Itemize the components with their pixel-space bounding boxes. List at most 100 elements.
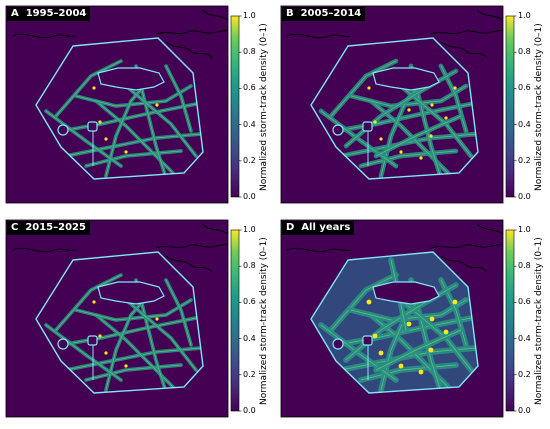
- colorbar-tick-label: 0.6: [518, 297, 531, 307]
- region-exclusion: [372, 281, 440, 305]
- panel-period: 1995–2004: [25, 8, 87, 19]
- colorbar-tick-label: 0.8: [243, 47, 256, 57]
- region-outline: [310, 37, 479, 180]
- colorbar-label: Normalized storm-track density (0–1): [534, 237, 544, 405]
- colorbar: [505, 15, 515, 198]
- colorbar-label: Normalized storm-track density (0–1): [534, 23, 544, 191]
- density-hotspot: [98, 334, 102, 338]
- panel-a: 1.0 0.8 0.6 0.4 0.2 0.0 Normalized storm-track…: [0, 0, 275, 214]
- storm-track: [55, 60, 122, 117]
- colorbar-tick-label: 1.0: [518, 225, 531, 234]
- density-hotspot: [418, 369, 424, 375]
- colorbar-tick-label: 0.8: [518, 261, 531, 271]
- density-hotspot: [373, 120, 377, 124]
- colorbar-tick-label: 0.0: [518, 192, 531, 201]
- storm-track: [165, 279, 192, 346]
- colorbar-tick-label: 0.4: [518, 119, 531, 129]
- density-hotspot: [453, 86, 457, 90]
- storm-track: [55, 274, 122, 331]
- density-hotspot: [379, 137, 383, 141]
- coastline: [11, 9, 229, 59]
- storm-track: [320, 110, 397, 167]
- colorbar-label: Normalized storm-track density (0–1): [259, 237, 269, 405]
- panel-map-svg: [5, 5, 242, 204]
- storm-track: [360, 364, 457, 381]
- density-hotspot: [452, 299, 458, 305]
- coastline: [11, 223, 229, 273]
- colorbar-tick-label: 0.4: [243, 119, 256, 129]
- colorbar-tick-label: 0.6: [518, 83, 531, 93]
- inset-box: [362, 121, 373, 132]
- panel-map-svg: [280, 219, 517, 418]
- region-exclusion: [97, 67, 165, 91]
- colorbar-tick-label: 1.0: [243, 11, 256, 20]
- panel-title: C 2015–2025: [7, 221, 90, 235]
- storm-track: [85, 364, 182, 381]
- map-layer: [286, 9, 504, 180]
- storm-track: [125, 85, 197, 157]
- panel-period: 2005–2014: [300, 8, 362, 19]
- colorbar-tick-label: 0.2: [243, 155, 256, 165]
- density-hotspot: [430, 103, 434, 107]
- coastline: [286, 223, 504, 273]
- storm-track: [360, 150, 457, 167]
- storm-track: [375, 329, 462, 371]
- storm-track: [95, 100, 177, 177]
- density-hotspot: [366, 299, 372, 305]
- storm-track: [45, 324, 122, 381]
- colorbar-tick-label: 1.0: [243, 225, 256, 234]
- region-outline: [35, 37, 204, 180]
- colorbar-tick-label: 0.0: [518, 406, 531, 415]
- panel-d: 1.0 0.8 0.6 0.4 0.2 0.0 Normalized storm-track…: [275, 214, 550, 428]
- density-hotspot: [444, 116, 448, 120]
- panel-title: B 2005–2014: [282, 7, 366, 21]
- storm-track: [125, 299, 197, 371]
- panel-letter: A: [11, 8, 19, 19]
- density-hotspot: [124, 150, 128, 154]
- colorbar: [505, 229, 515, 412]
- map-layer: [11, 9, 229, 180]
- density-hotspot: [372, 333, 378, 339]
- panel-letter: D: [286, 222, 295, 233]
- panel-letter: C: [11, 222, 19, 233]
- density-hotspot: [429, 316, 435, 322]
- density-hotspot: [378, 350, 384, 356]
- density-hotspot: [406, 321, 412, 327]
- density-hotspot: [367, 86, 371, 90]
- panel-title: A 1995–2004: [7, 7, 91, 21]
- density-hotspot: [443, 329, 449, 335]
- panel-title: D All years: [282, 221, 355, 235]
- storm-track: [330, 274, 397, 331]
- density-hotspot: [407, 108, 411, 112]
- storm-track: [95, 314, 177, 391]
- inset-circle: [332, 338, 344, 350]
- colorbar: [230, 15, 240, 198]
- region-outline: [310, 251, 479, 394]
- colorbar-tick-label: 0.6: [243, 83, 256, 93]
- panel-map-svg: [280, 5, 517, 204]
- inset-box: [362, 335, 373, 346]
- colorbar-tick-label: 0.2: [518, 155, 531, 165]
- inset-circle: [332, 124, 344, 136]
- map-layer: [11, 223, 229, 394]
- density-hotspot: [155, 317, 159, 321]
- density-hotspot: [399, 150, 403, 154]
- density-hotspot: [124, 364, 128, 368]
- panel-period: All years: [301, 222, 351, 233]
- panel-b: 1.0 0.8 0.6 0.4 0.2 0.0 Normalized storm-track…: [275, 0, 550, 214]
- colorbar-tick-label: 1.0: [518, 11, 531, 20]
- panel-period: 2015–2025: [25, 222, 86, 233]
- panel-letter: B: [286, 8, 294, 19]
- colorbar-tick-label: 0.6: [243, 297, 256, 307]
- colorbar-tick-label: 0.4: [518, 333, 531, 343]
- inset-circle: [57, 124, 69, 136]
- density-hotspot: [155, 103, 159, 107]
- colorbar: [230, 229, 240, 412]
- storm-track: [45, 110, 122, 167]
- colorbar-tick-label: 0.8: [518, 47, 531, 57]
- density-hotspot: [92, 86, 96, 90]
- density-hotspot: [104, 351, 108, 355]
- inset-box: [87, 335, 98, 346]
- storm-track: [330, 60, 397, 117]
- density-hotspot: [429, 134, 433, 138]
